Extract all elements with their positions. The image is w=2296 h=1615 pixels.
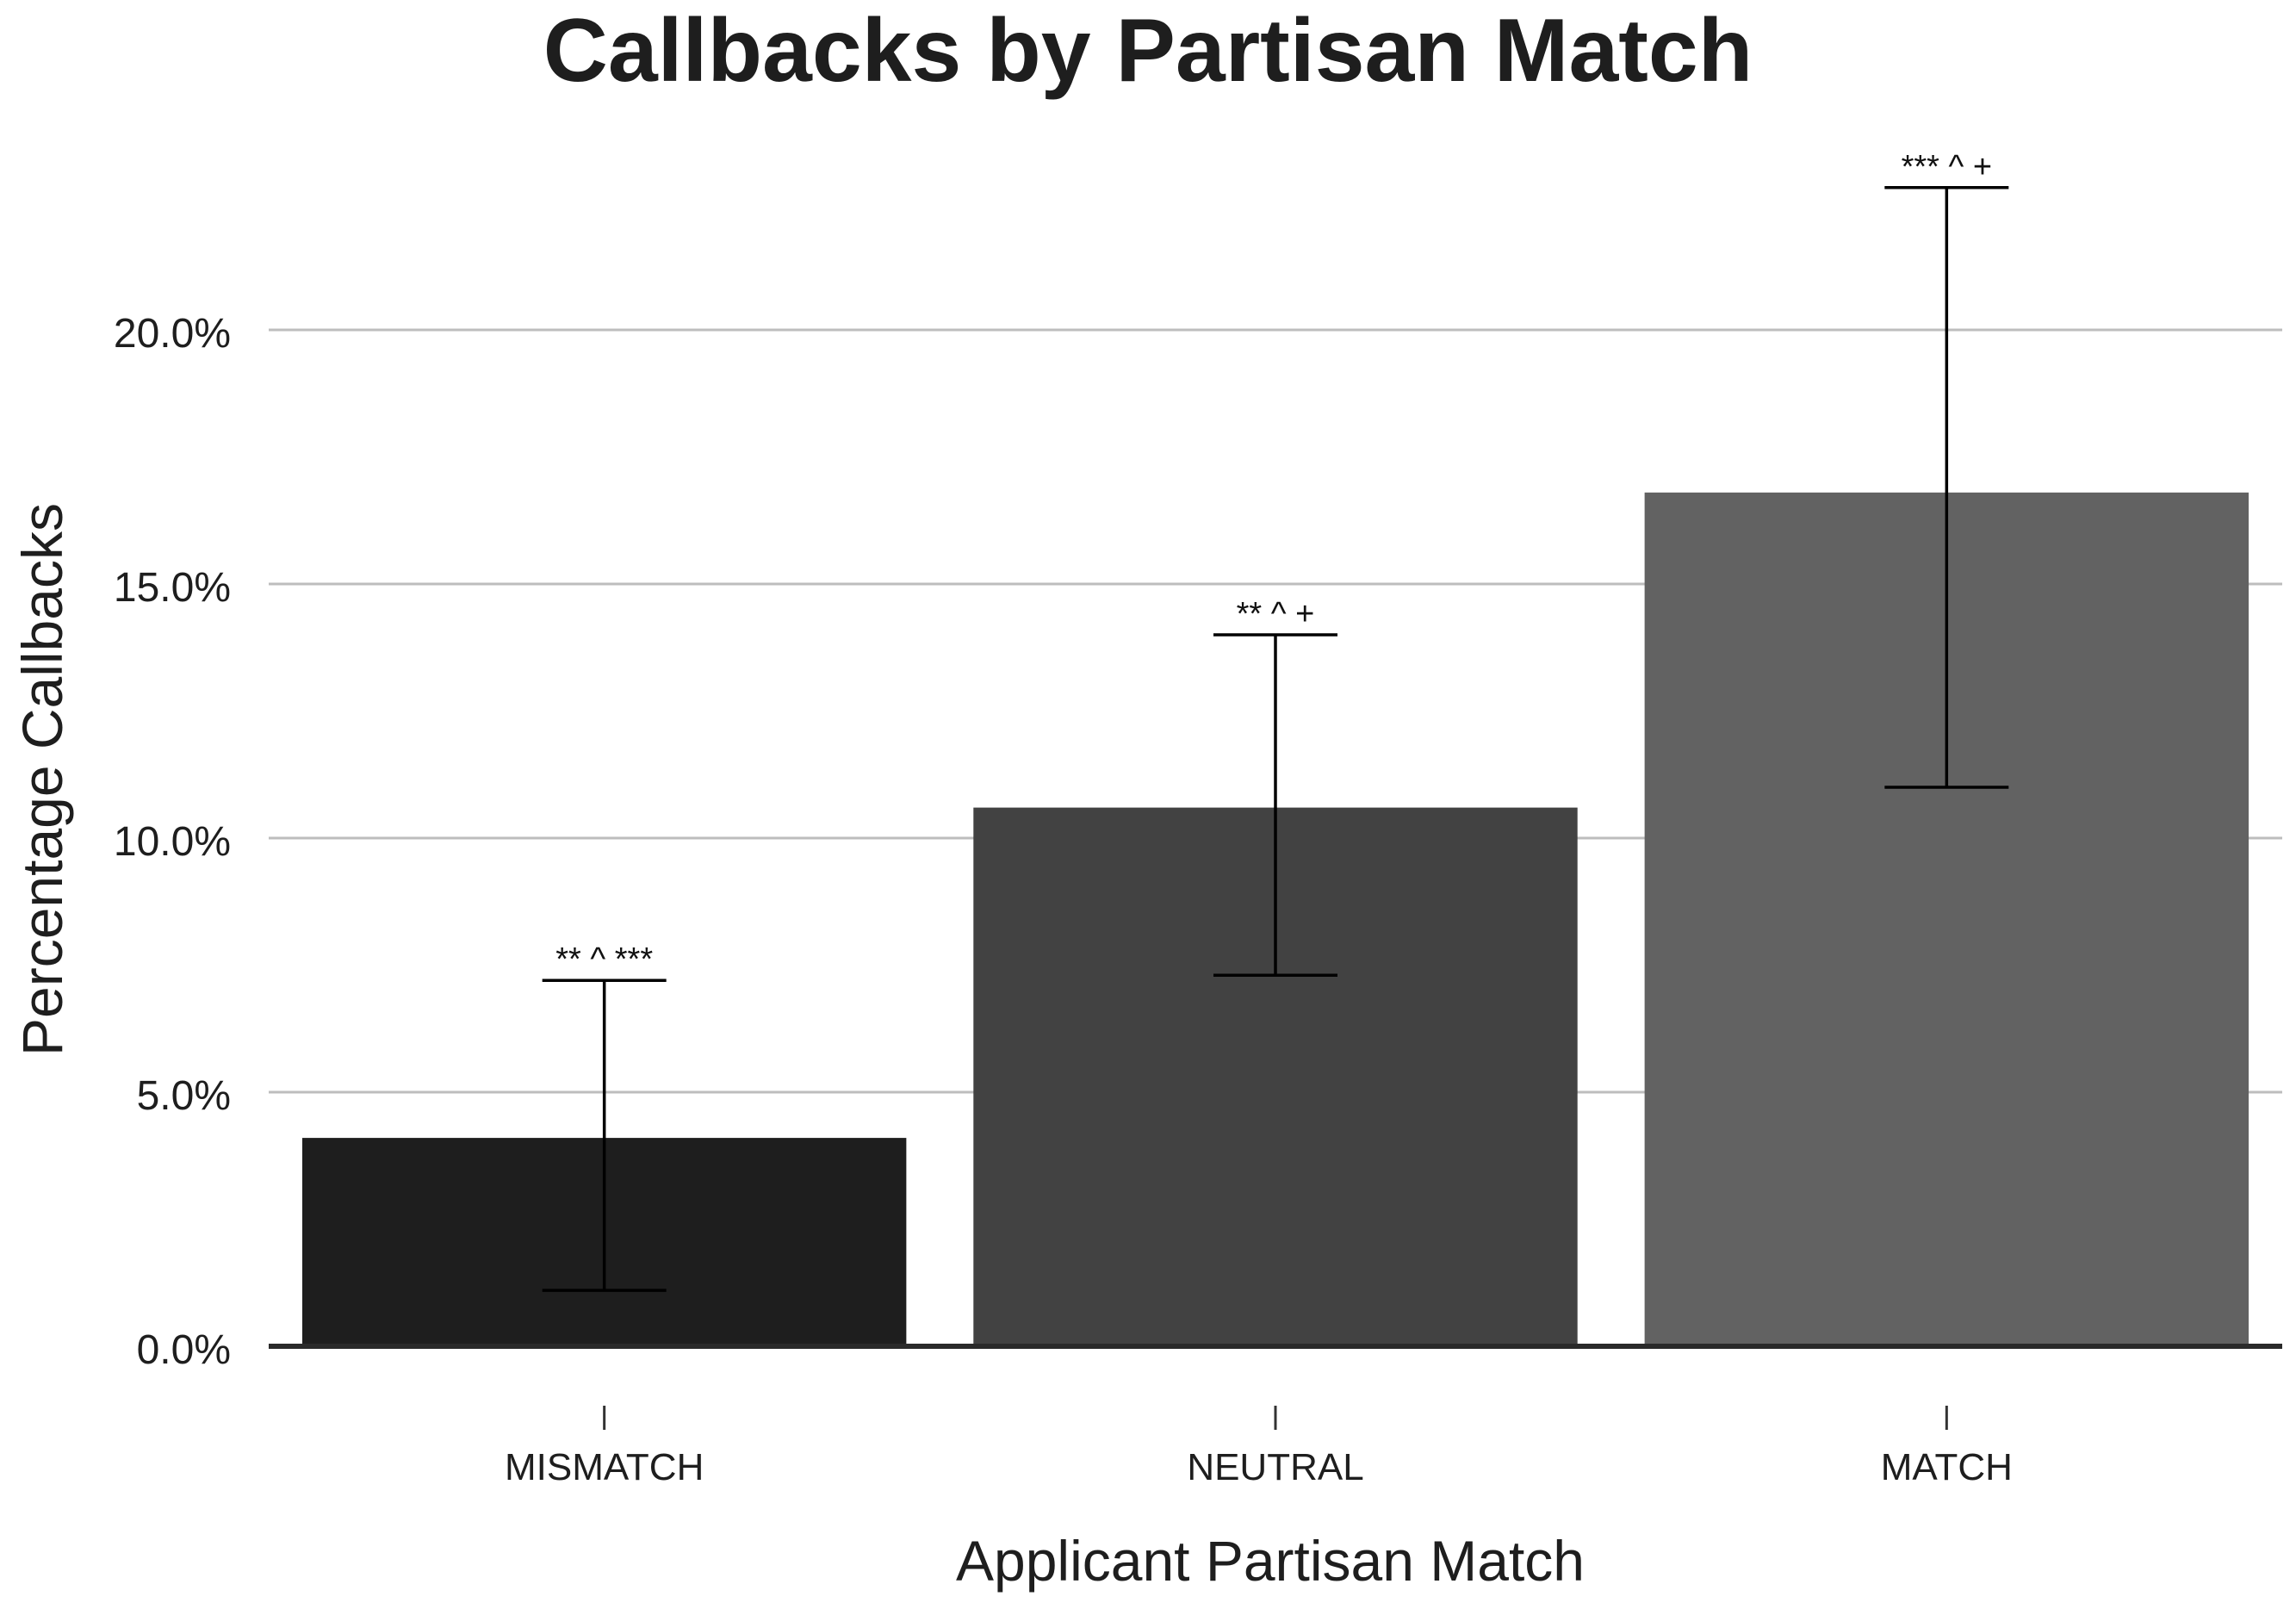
y-tick-labels: 0.0% 5.0% 10.0% 15.0% 20.0% bbox=[114, 311, 231, 1373]
x-axis-title: Applicant Partisan Match bbox=[956, 1529, 1585, 1593]
y-axis-title: Percentage Callbacks bbox=[10, 503, 74, 1056]
x-tick-label: NEUTRAL bbox=[1187, 1446, 1363, 1488]
x-tick-labels: MISMATCH NEUTRAL MATCH bbox=[505, 1406, 2013, 1488]
y-tick-label: 5.0% bbox=[137, 1073, 231, 1119]
significance-label: *** ^ + bbox=[1902, 149, 1993, 185]
significance-annotations: ** ^ *** ** ^ + *** ^ + bbox=[555, 149, 1992, 978]
y-tick-label: 10.0% bbox=[114, 819, 231, 865]
significance-label: ** ^ + bbox=[1237, 596, 1315, 632]
error-bars bbox=[542, 186, 2009, 1292]
chart-title: Callbacks by Partisan Match bbox=[543, 1, 1753, 101]
y-tick-label: 0.0% bbox=[137, 1327, 231, 1373]
significance-label: ** ^ *** bbox=[555, 941, 653, 978]
y-tick-label: 20.0% bbox=[114, 311, 231, 357]
x-tick-label: MISMATCH bbox=[505, 1446, 704, 1488]
y-tick-label: 15.0% bbox=[114, 565, 231, 611]
x-tick-label: MATCH bbox=[1881, 1446, 2013, 1488]
